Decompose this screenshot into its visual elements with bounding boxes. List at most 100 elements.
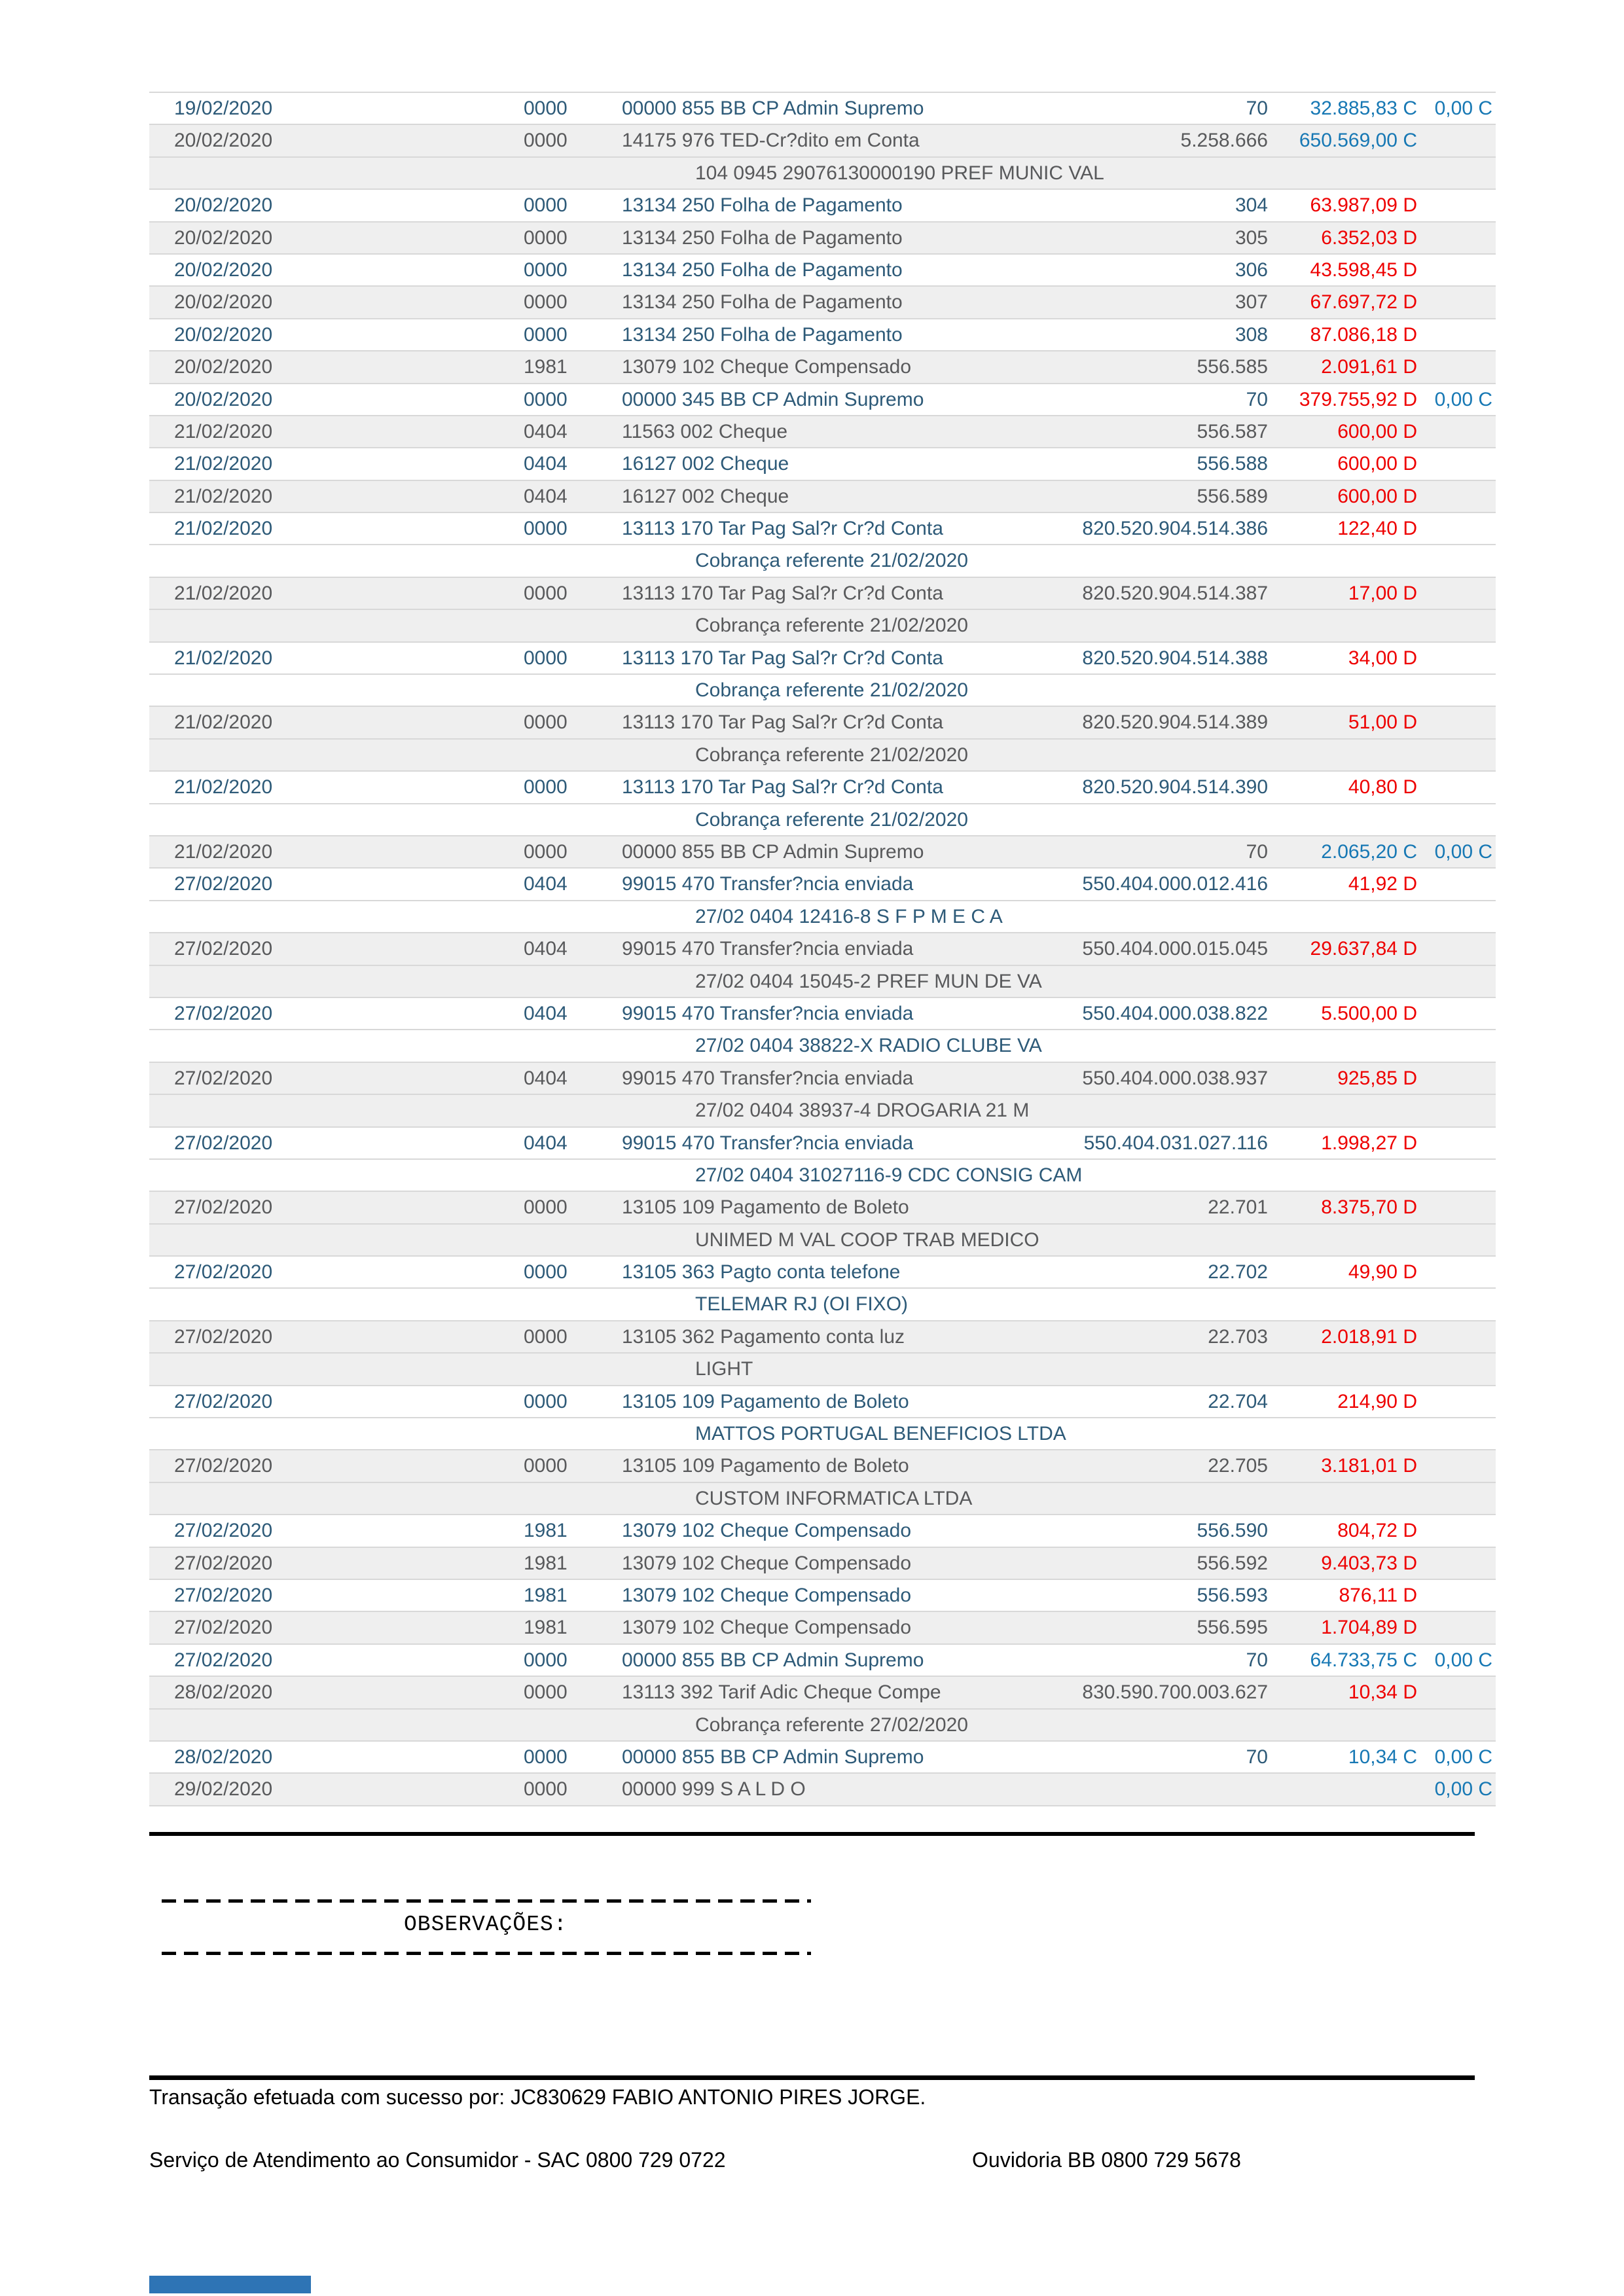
branch-cell: 0000 [524,1681,568,1704]
date-cell: 20/02/2020 [174,356,273,378]
branch-cell: 1981 [524,1552,568,1574]
balance-cell: 0,00 C [1434,840,1492,863]
value-cell: 9.403,73 D [1321,1552,1417,1574]
continuation-text: Cobrança referente 21/02/2020 [695,550,968,572]
date-cell: 27/02/2020 [174,1390,273,1412]
table-row: 27/02/2020 1981 13079 102 Cheque Compensad… [149,1515,1496,1548]
branch-cell: 0000 [524,776,568,798]
value-cell: 5.500,00 D [1321,1002,1417,1024]
value-cell: 650.569,00 C [1299,130,1417,152]
value-cell: 6.352,03 D [1321,226,1417,249]
balance-cell: 0,00 C [1434,1778,1492,1801]
document-cell: 556.592 [1197,1552,1268,1574]
table-row: 27/02/2020 0000 13105 363 Pagto conta tele… [149,1257,1496,1289]
date-cell: 27/02/2020 [174,873,273,895]
table-row: 20/02/2020 0000 14175 976 TED-Cr?dito em C… [149,125,1496,158]
balance-cell: 0,00 C [1434,1746,1492,1768]
date-cell: 21/02/2020 [174,840,273,863]
value-cell: 600,00 D [1337,420,1417,442]
description-cell: 13105 363 Pagto conta telefone [622,1261,901,1283]
table-row: 20/02/2020 0000 13134 250 Folha de Pagamen… [149,190,1496,223]
branch-cell: 0000 [524,1196,568,1219]
date-cell: 27/02/2020 [174,1002,273,1024]
table-continuation-row: 27/02 0404 31027116-9 CDC CONSIG CAM [149,1159,1496,1193]
table-continuation-row: Cobrança referente 21/02/2020 [149,675,1496,708]
date-cell: 20/02/2020 [174,323,273,346]
description-cell: 14175 976 TED-Cr?dito em Conta [622,130,920,152]
date-cell: 20/02/2020 [174,388,273,410]
document-cell: 556.595 [1197,1617,1268,1639]
table-continuation-row: CUSTOM INFORMATICA LTDA [149,1482,1496,1516]
date-cell: 21/02/2020 [174,485,273,507]
document-cell: 22.701 [1208,1196,1268,1219]
continuation-text: MATTOS PORTUGAL BENEFICIOS LTDA [695,1423,1066,1445]
description-cell: 13079 102 Cheque Compensado [622,1584,912,1606]
document-cell: 22.702 [1208,1261,1268,1283]
description-cell: 00000 855 BB CP Admin Supremo [622,1649,924,1671]
value-cell: 67.697,72 D [1310,291,1417,314]
observations-dashed-divider-top [162,1899,811,1903]
table-row: 21/02/2020 0000 13113 170 Tar Pag Sal?r Cr… [149,772,1496,804]
table-row: 27/02/2020 0000 13105 109 Pagamento de Bol… [149,1450,1496,1483]
table-row: 21/02/2020 0404 16127 002 Cheque 556.589 600… [149,480,1496,514]
continuation-text: 27/02 0404 38937-4 DROGARIA 21 M [695,1100,1030,1122]
table-row: 21/02/2020 0404 16127 002 Cheque 556.588 600… [149,448,1496,481]
value-cell: 41,92 D [1348,873,1417,895]
value-cell: 2.065,20 C [1321,840,1417,863]
branch-cell: 0404 [524,485,568,507]
branch-cell: 0000 [524,291,568,314]
description-cell: 13113 170 Tar Pag Sal?r Cr?d Conta [622,582,943,604]
transaction-success-note: Transação efetuada com sucesso por: JC83… [149,2085,926,2109]
date-cell: 27/02/2020 [174,1455,273,1477]
date-cell: 28/02/2020 [174,1746,273,1768]
date-cell: 21/02/2020 [174,776,273,798]
value-cell: 64.733,75 C [1310,1649,1417,1671]
value-cell: 43.598,45 D [1310,259,1417,281]
table-row: 20/02/2020 0000 00000 345 BB CP Admin Supr… [149,384,1496,416]
description-cell: 11563 002 Cheque [622,420,788,442]
value-cell: 63.987,09 D [1310,194,1417,217]
date-cell: 21/02/2020 [174,582,273,604]
continuation-text: CUSTOM INFORMATICA LTDA [695,1487,973,1509]
continuation-text: Cobrança referente 21/02/2020 [695,744,968,766]
date-cell: 21/02/2020 [174,518,273,540]
description-cell: 13105 109 Pagamento de Boleto [622,1455,909,1477]
description-cell: 13079 102 Cheque Compensado [622,1617,912,1639]
document-cell: 22.703 [1208,1325,1268,1348]
table-row: 27/02/2020 0000 13105 109 Pagamento de Bol… [149,1386,1496,1419]
balance-cell: 0,00 C [1434,98,1492,119]
continuation-text: 27/02 0404 38822-X RADIO CLUBE VA [695,1035,1042,1057]
date-cell: 27/02/2020 [174,1649,273,1671]
branch-cell: 0000 [524,1325,568,1348]
table-row: 21/02/2020 0000 13113 170 Tar Pag Sal?r Cr… [149,707,1496,740]
table-continuation-row: 27/02 0404 38822-X RADIO CLUBE VA [149,1030,1496,1063]
branch-cell: 0000 [524,518,568,540]
description-cell: 13113 170 Tar Pag Sal?r Cr?d Conta [622,776,943,798]
value-cell: 600,00 D [1337,485,1417,507]
continuation-text: 27/02 0404 15045-2 PREF MUN DE VA [695,970,1042,992]
table-row: 27/02/2020 0404 99015 470 Transfer?ncia en… [149,1127,1496,1160]
document-cell: 556.593 [1197,1584,1268,1606]
description-cell: 13134 250 Folha de Pagamento [622,291,903,314]
branch-cell: 0404 [524,453,568,475]
document-cell: 308 [1235,323,1268,346]
document-cell: 550.404.031.027.116 [1083,1132,1268,1154]
table-row: 27/02/2020 1981 13079 102 Cheque Compensad… [149,1547,1496,1580]
description-cell: 00000 855 BB CP Admin Supremo [622,98,924,119]
date-cell: 21/02/2020 [174,647,273,669]
description-cell: 13134 250 Folha de Pagamento [622,226,903,249]
description-cell: 13105 362 Pagamento conta luz [622,1325,905,1348]
table-row: 21/02/2020 0000 13113 170 Tar Pag Sal?r Cr… [149,513,1496,546]
branch-cell: 0000 [524,259,568,281]
table-row: 27/02/2020 0404 99015 470 Transfer?ncia en… [149,933,1496,966]
description-cell: 13134 250 Folha de Pagamento [622,259,903,281]
table-row: 20/02/2020 0000 13134 250 Folha de Pagamen… [149,222,1496,255]
table-row: 20/02/2020 1981 13079 102 Cheque Compensad… [149,351,1496,384]
document-cell: 556.587 [1197,420,1268,442]
date-cell: 27/02/2020 [174,1584,273,1606]
description-cell: 13079 102 Cheque Compensado [622,356,912,378]
document-cell: 556.588 [1197,453,1268,475]
table-row: 27/02/2020 1981 13079 102 Cheque Compensad… [149,1612,1496,1645]
footer-rule [149,2075,1475,2080]
document-cell: 305 [1235,226,1268,249]
